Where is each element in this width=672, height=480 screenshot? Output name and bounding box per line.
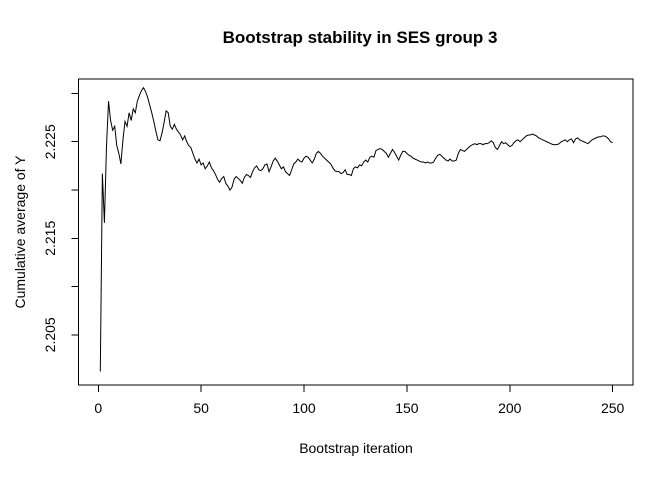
x-tick-label: 250 bbox=[601, 400, 625, 416]
x-tick-label: 100 bbox=[292, 400, 316, 416]
y-tick-label: 2.205 bbox=[42, 317, 58, 352]
y-axis: 2.205 2.215 2.225 bbox=[42, 92, 79, 352]
x-axis: 0 50 100 150 200 250 bbox=[94, 385, 625, 416]
chart-title: Bootstrap stability in SES group 3 bbox=[223, 28, 498, 47]
series-line bbox=[99, 86, 613, 372]
x-tick-label: 50 bbox=[193, 400, 209, 416]
x-axis-label: Bootstrap iteration bbox=[299, 440, 413, 456]
x-tick-label: 200 bbox=[498, 400, 522, 416]
y-axis-label: Cumulative average of Y bbox=[12, 155, 28, 309]
x-tick-label: 0 bbox=[94, 400, 102, 416]
y-tick-label: 2.215 bbox=[42, 221, 58, 256]
y-tick-label: 2.225 bbox=[42, 124, 58, 159]
x-tick-label: 150 bbox=[395, 400, 419, 416]
plot-box bbox=[78, 78, 634, 386]
